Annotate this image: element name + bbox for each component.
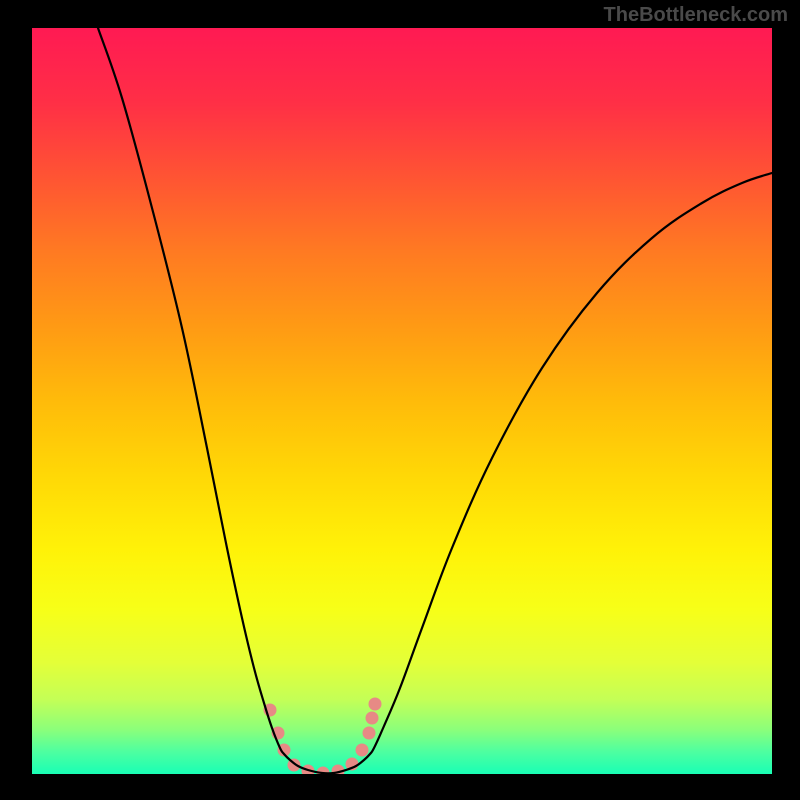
watermark-text: TheBottleneck.com <box>604 4 788 27</box>
band-dot <box>369 698 382 711</box>
band-dot <box>363 727 376 740</box>
chart-container: TheBottleneck.com <box>0 0 800 800</box>
band-dot <box>356 744 369 757</box>
bottleneck-curve <box>98 28 772 773</box>
band-dot <box>366 712 379 725</box>
curve-layer <box>32 28 772 774</box>
dotted-band <box>264 698 382 775</box>
plot-area <box>32 28 772 774</box>
